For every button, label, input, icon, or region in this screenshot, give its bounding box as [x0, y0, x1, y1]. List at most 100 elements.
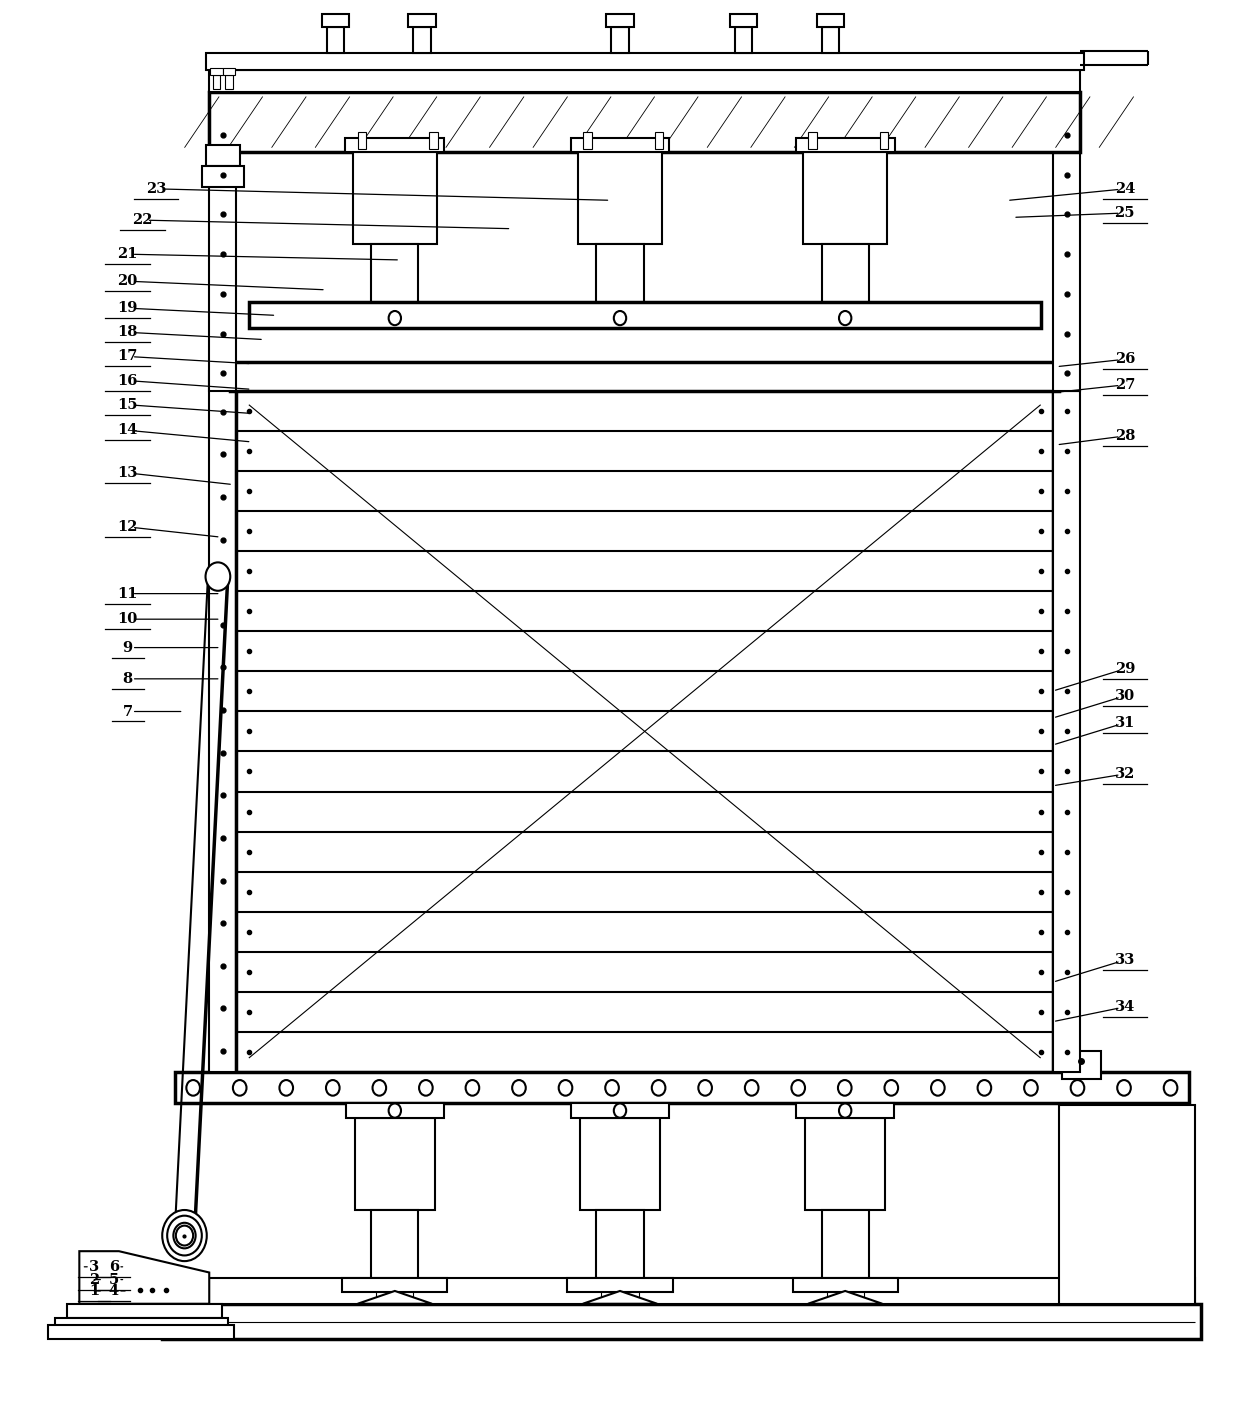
- Bar: [249, 303, 1040, 329]
- Circle shape: [206, 562, 231, 591]
- Circle shape: [745, 1080, 759, 1096]
- Circle shape: [174, 1222, 196, 1248]
- Text: 24: 24: [1115, 182, 1135, 196]
- Bar: [796, 1103, 894, 1117]
- Bar: [322, 14, 348, 27]
- Text: 13: 13: [118, 465, 138, 480]
- Bar: [429, 132, 438, 149]
- Bar: [655, 132, 663, 149]
- Bar: [223, 68, 236, 75]
- Bar: [1053, 390, 1080, 1073]
- Circle shape: [931, 1080, 945, 1096]
- Bar: [808, 132, 817, 149]
- Text: 6: 6: [109, 1259, 119, 1274]
- Text: 8: 8: [123, 672, 133, 686]
- Circle shape: [186, 1080, 200, 1096]
- Bar: [352, 152, 436, 245]
- Bar: [570, 138, 670, 152]
- Bar: [231, 361, 1059, 390]
- Text: 23: 23: [146, 182, 166, 196]
- Text: 7: 7: [123, 704, 133, 719]
- Text: 16: 16: [118, 374, 138, 387]
- Circle shape: [839, 312, 852, 326]
- Circle shape: [1117, 1080, 1131, 1096]
- Bar: [413, 27, 430, 53]
- Bar: [211, 68, 223, 75]
- Bar: [583, 132, 591, 149]
- Circle shape: [884, 1080, 898, 1096]
- Bar: [206, 145, 241, 166]
- Bar: [596, 1210, 644, 1278]
- Bar: [880, 132, 889, 149]
- Text: 4: 4: [109, 1284, 119, 1298]
- Polygon shape: [808, 1291, 883, 1303]
- Bar: [817, 14, 844, 27]
- Bar: [1061, 1052, 1101, 1079]
- Text: 22: 22: [133, 213, 153, 228]
- Text: 26: 26: [1115, 353, 1135, 366]
- Bar: [568, 1278, 672, 1292]
- Circle shape: [614, 312, 626, 326]
- Bar: [48, 1325, 234, 1339]
- Circle shape: [1070, 1080, 1084, 1096]
- Bar: [206, 53, 1084, 70]
- Bar: [822, 27, 839, 53]
- Bar: [606, 14, 634, 27]
- Polygon shape: [1059, 1104, 1195, 1303]
- Bar: [578, 152, 662, 245]
- Circle shape: [167, 1215, 202, 1255]
- Text: 17: 17: [118, 350, 138, 363]
- Bar: [371, 1210, 418, 1278]
- Text: 21: 21: [118, 248, 138, 262]
- Text: 2: 2: [89, 1272, 99, 1286]
- Circle shape: [326, 1080, 340, 1096]
- Bar: [408, 14, 435, 27]
- Text: 15: 15: [118, 398, 138, 411]
- Text: 10: 10: [118, 612, 138, 626]
- Text: 30: 30: [1115, 689, 1135, 703]
- Circle shape: [614, 1103, 626, 1117]
- Bar: [355, 1117, 435, 1210]
- Bar: [371, 245, 418, 313]
- Text: 19: 19: [118, 302, 138, 314]
- Text: 12: 12: [118, 519, 138, 534]
- Polygon shape: [583, 1291, 657, 1303]
- Circle shape: [233, 1080, 247, 1096]
- Polygon shape: [357, 1291, 432, 1303]
- Text: 5: 5: [109, 1272, 119, 1286]
- Circle shape: [176, 1225, 193, 1245]
- Bar: [210, 70, 1080, 92]
- Text: 3: 3: [89, 1259, 99, 1274]
- Bar: [345, 138, 444, 152]
- Text: 14: 14: [118, 423, 138, 437]
- Circle shape: [839, 1103, 852, 1117]
- Bar: [580, 1117, 660, 1210]
- Bar: [822, 245, 869, 313]
- Bar: [611, 27, 629, 53]
- Text: 11: 11: [118, 586, 138, 601]
- Circle shape: [388, 1103, 401, 1117]
- Circle shape: [1164, 1080, 1177, 1096]
- Circle shape: [162, 1210, 207, 1261]
- Bar: [357, 132, 366, 149]
- Text: 27: 27: [1115, 379, 1135, 391]
- Circle shape: [838, 1080, 852, 1096]
- Circle shape: [605, 1080, 619, 1096]
- Text: 33: 33: [1115, 953, 1135, 968]
- Bar: [804, 152, 888, 245]
- Circle shape: [372, 1080, 386, 1096]
- Bar: [213, 75, 221, 90]
- Text: 25: 25: [1115, 206, 1135, 221]
- Bar: [596, 245, 644, 313]
- Circle shape: [512, 1080, 526, 1096]
- Bar: [730, 14, 758, 27]
- Circle shape: [419, 1080, 433, 1096]
- Text: 18: 18: [118, 326, 138, 339]
- Bar: [169, 1278, 1195, 1303]
- Bar: [202, 166, 244, 188]
- Bar: [175, 1073, 1189, 1103]
- Bar: [735, 27, 753, 53]
- Bar: [822, 1210, 869, 1278]
- Bar: [210, 92, 237, 390]
- Bar: [162, 1303, 1202, 1339]
